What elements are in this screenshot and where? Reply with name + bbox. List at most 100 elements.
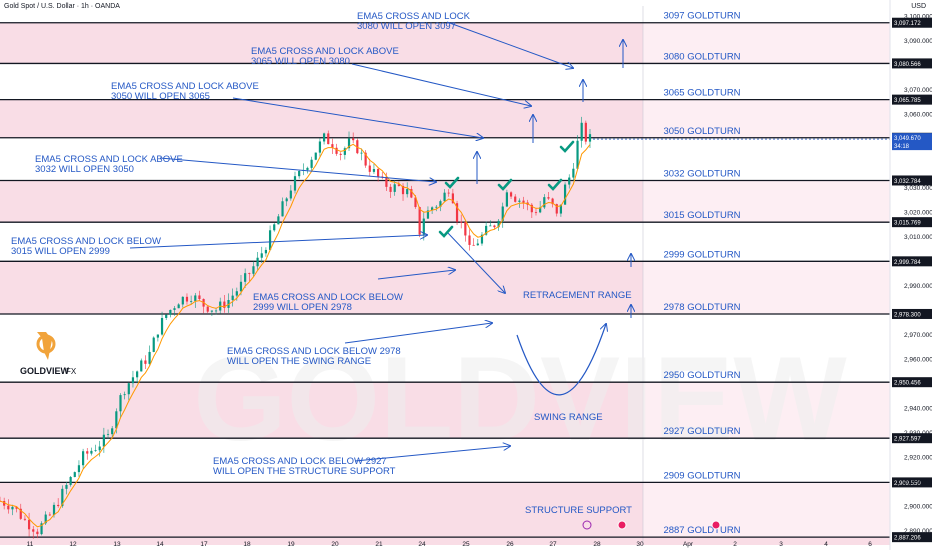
candle (206, 306, 209, 312)
level-label: 2927 GOLDTURN (663, 426, 740, 437)
price-tag (892, 377, 932, 388)
candle (177, 304, 180, 309)
ema5-line (0, 143, 591, 528)
level-label: 2887 GOLDTURN (663, 525, 740, 536)
x-tick-label: 19 (287, 541, 295, 548)
annotation-text: 3032 WILL OPEN 3050 (35, 164, 134, 175)
zone-band-right (643, 261, 890, 314)
x-tick-label: 6 (868, 541, 872, 548)
candle (501, 206, 504, 221)
zone-band (0, 99, 643, 138)
candle (410, 189, 413, 198)
goldview-logo: GOLDVIEW FX (20, 332, 77, 376)
candle (443, 192, 446, 202)
candle (235, 291, 238, 296)
candle (547, 197, 550, 199)
candle (489, 225, 492, 227)
price-tag-label: 2,927.597 (894, 437, 921, 443)
candle (198, 295, 201, 299)
price-tag-label: 2,978.300 (894, 312, 921, 318)
candle (360, 152, 363, 154)
candle (343, 148, 346, 155)
annotation-arrow (351, 63, 531, 106)
y-tick-label: 3,070.000 (904, 87, 932, 94)
candle (455, 203, 459, 222)
price-tag-label: 3,097.172 (894, 21, 921, 27)
zone-band-right (643, 482, 890, 538)
price-tag-label: 3,080.566 (894, 62, 921, 68)
candle (7, 505, 10, 510)
candle (522, 200, 525, 203)
candle (572, 168, 575, 178)
candle (48, 514, 51, 516)
x-tick-label: 3 (779, 541, 783, 548)
zone-bottom (0, 537, 890, 545)
flag-icon (617, 520, 627, 530)
check-icon (547, 178, 563, 191)
annotation-text: 3015 WILL OPEN 2999 (11, 246, 110, 257)
candle (94, 450, 97, 452)
zone-top (0, 10, 890, 23)
candle (447, 192, 450, 194)
x-tick-label: 26 (506, 541, 514, 548)
candle (485, 225, 488, 235)
candle (559, 204, 563, 214)
annotation-text: EMA5 CROSS AND LOCK (357, 11, 471, 22)
price-tag (892, 58, 932, 69)
annotation-text: EMA5 CROSS AND LOCK BELOW 2978 (227, 346, 401, 357)
symbol-title[interactable]: Gold Spot / U.S. Dollar · 1h · OANDA (4, 3, 120, 10)
annotation-text: EMA5 CROSS AND LOCK BELOW (253, 292, 403, 303)
candle (539, 207, 542, 213)
level-label: 2978 GOLDTURN (663, 302, 740, 313)
annotation-text: 2999 WILL OPEN 2978 (253, 302, 352, 313)
candle (514, 196, 517, 202)
y-tick-label: 2,970.000 (904, 332, 932, 339)
candle (352, 138, 355, 141)
price-tag (892, 175, 932, 186)
annotation-text: 3050 WILL OPEN 3065 (111, 91, 210, 102)
candle (468, 235, 471, 245)
candle (185, 296, 189, 302)
x-tick-label: 2 (733, 541, 737, 548)
candle (115, 411, 118, 429)
candle (422, 218, 425, 235)
x-tick-label: 20 (331, 541, 339, 548)
candle (73, 472, 76, 477)
candle (148, 351, 151, 364)
price-tag (892, 256, 932, 267)
candle (576, 140, 579, 169)
zone-band-right (643, 180, 890, 223)
candle (131, 377, 135, 384)
candle (298, 171, 301, 177)
zone-band (0, 22, 643, 64)
candle (364, 152, 367, 166)
level-label: 3050 GOLDTURN (663, 126, 740, 137)
logo-ring-icon (36, 334, 56, 354)
candle (152, 337, 155, 352)
annotation-arrow (377, 270, 455, 280)
candle (248, 273, 251, 274)
candle (127, 383, 130, 395)
candle (563, 184, 567, 205)
x-tick-label: 17 (200, 541, 208, 548)
candle (123, 394, 126, 396)
candle (439, 201, 442, 207)
candle (327, 133, 330, 145)
candle (497, 220, 500, 228)
candle (65, 484, 68, 489)
event-icon (582, 520, 592, 530)
flag-icon (711, 520, 721, 530)
y-tick-label: 3,010.000 (904, 234, 932, 241)
price-tag (892, 532, 932, 543)
price-tag (892, 433, 932, 444)
candle (293, 176, 297, 191)
candle (588, 134, 592, 142)
candle (435, 206, 438, 208)
candle (406, 189, 409, 195)
candle (476, 243, 479, 246)
candle (339, 153, 342, 155)
candle (52, 504, 56, 516)
swing-range-label: SWING RANGE (534, 412, 603, 423)
x-tick-label: 28 (593, 541, 601, 548)
